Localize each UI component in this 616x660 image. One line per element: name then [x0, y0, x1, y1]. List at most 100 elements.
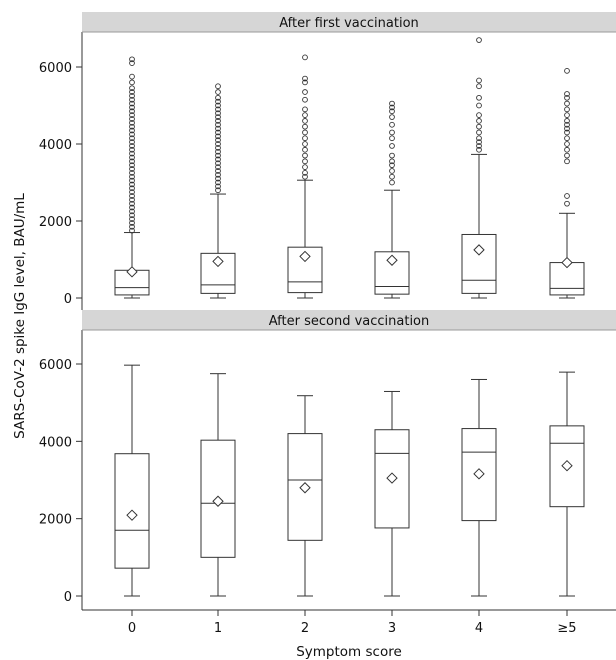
outlier-point	[129, 131, 135, 138]
outlier-point	[564, 67, 570, 74]
outlier-point	[215, 106, 221, 113]
outlier-point	[564, 100, 570, 107]
outlier-point	[476, 139, 482, 145]
outlier-point	[564, 193, 570, 199]
panel-title-first: After first vaccination	[279, 16, 419, 31]
outlier-point	[129, 112, 135, 118]
outlier-point	[215, 89, 221, 95]
outlier-point	[564, 158, 570, 165]
outlier-point	[129, 56, 135, 63]
outlier-point	[389, 114, 395, 120]
outlier-point	[476, 123, 482, 130]
outlier-point	[302, 118, 308, 124]
outlier-point	[564, 146, 570, 153]
outlier-point	[564, 121, 570, 128]
outlier-point	[564, 125, 570, 132]
outlier-point	[129, 189, 135, 195]
outlier-point	[129, 170, 135, 176]
outlier-point	[129, 204, 135, 211]
plot-area-second: 0 2000 4000 6000 0 1 2 3 4 ≥5	[39, 329, 616, 636]
outlier-point	[129, 85, 135, 92]
outlier-point	[215, 145, 221, 151]
iqr-box	[549, 425, 585, 508]
box-first-2	[287, 179, 323, 299]
strip-background-first	[82, 12, 616, 32]
outlier-point	[129, 162, 135, 169]
mean-marker	[126, 266, 138, 278]
outlier-point	[129, 60, 135, 67]
outlier-point	[476, 135, 482, 142]
outlier-point	[215, 133, 221, 140]
outlier-point	[215, 141, 221, 147]
outlier-point	[129, 200, 135, 207]
outlier-point	[302, 158, 308, 165]
outlier-point	[476, 118, 482, 124]
outlier-point	[476, 83, 482, 90]
y-tick-label-first: 2000	[39, 215, 72, 230]
outlier-point	[564, 112, 570, 118]
outlier-point	[302, 112, 308, 118]
outlier-point	[302, 170, 308, 176]
outlier-point	[302, 152, 308, 159]
box-second-3	[374, 390, 410, 597]
outlier-point	[215, 102, 221, 109]
outlier-point	[215, 129, 221, 136]
outlier-point	[129, 216, 135, 222]
outlier-point	[215, 164, 221, 170]
outlier-point	[389, 158, 395, 165]
box-first-3	[374, 189, 410, 299]
outlier-point	[389, 129, 395, 136]
outlier-point	[129, 139, 135, 145]
mean-marker	[386, 254, 398, 266]
mean-marker	[299, 482, 311, 494]
outlier-point	[389, 152, 395, 159]
panel-title-second: After second vaccination	[269, 314, 430, 329]
x-tick-label: 1	[214, 621, 222, 636]
outlier-point	[302, 106, 308, 113]
outlier-point	[302, 79, 308, 86]
outlier-point	[476, 37, 482, 43]
mean-marker	[473, 244, 485, 256]
mean-marker	[212, 495, 224, 507]
outlier-point	[129, 185, 135, 192]
outlier-point	[476, 94, 482, 101]
box-first-5	[549, 212, 585, 299]
outlier-point	[129, 73, 135, 80]
mean-marker	[561, 256, 573, 269]
outlier-point	[215, 160, 221, 167]
outlier-point	[215, 98, 221, 105]
outlier-point	[215, 171, 221, 178]
outlier-point	[129, 100, 135, 107]
outlier-point	[215, 83, 221, 90]
outlier-point	[389, 173, 395, 180]
x-tick-label: ≥5	[557, 621, 576, 636]
outlier-point	[129, 173, 135, 180]
outlier-point	[129, 135, 135, 142]
outlier-point	[389, 135, 395, 142]
outlier-point	[129, 93, 135, 99]
outlier-point	[129, 166, 135, 172]
outlier-point	[129, 158, 135, 165]
y-tick-label-first: 0	[64, 292, 72, 307]
outlier-point	[564, 141, 570, 147]
outlier-point	[302, 75, 308, 82]
outlier-point	[129, 89, 135, 95]
outlier-point	[302, 173, 308, 180]
x-tick-label: 3	[388, 621, 396, 636]
plot-area-first: 0 2000 4000 6000	[39, 31, 616, 310]
outlier-point	[476, 129, 482, 136]
outlier-point	[129, 127, 135, 134]
box-second-5	[549, 371, 585, 597]
outlier-point	[129, 143, 135, 149]
panel-second-vaccination: After second vaccination 0 2000 4000 6000 0 1…	[39, 310, 616, 636]
outlier-point	[215, 110, 221, 117]
outlier-point	[302, 89, 308, 95]
y-tick-label-first: 4000	[39, 138, 72, 153]
outlier-point	[389, 104, 395, 111]
x-axis-title: Symptom score	[296, 644, 402, 660]
outlier-point	[476, 146, 482, 153]
outlier-point	[129, 212, 135, 219]
outlier-point	[215, 137, 221, 144]
outlier-point	[215, 125, 221, 132]
